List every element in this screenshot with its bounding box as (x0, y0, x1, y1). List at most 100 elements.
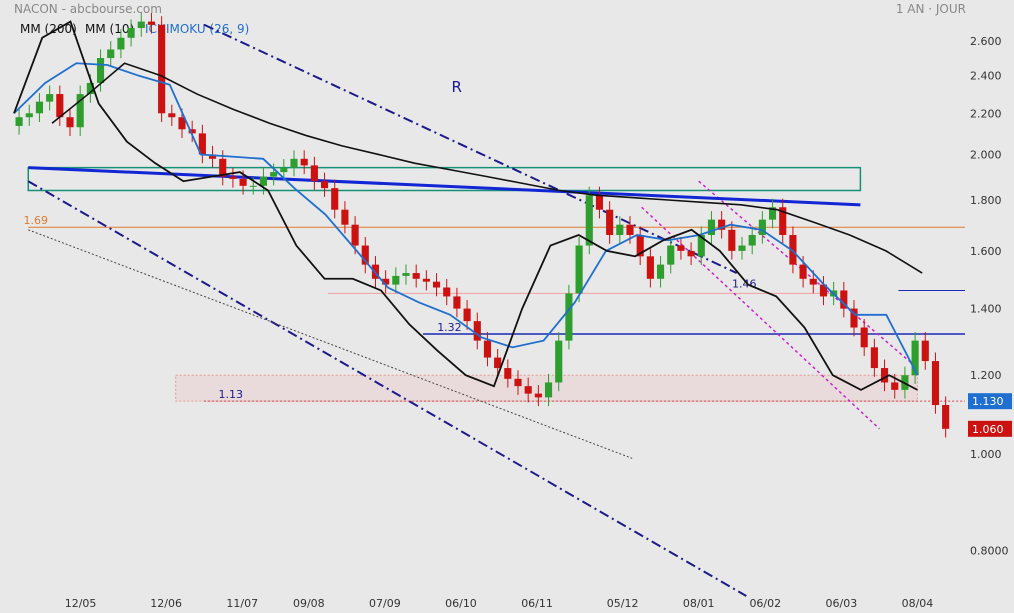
blue-trendline (28, 166, 861, 207)
candle-body-45 (473, 321, 481, 341)
resistance-zone (27, 166, 862, 192)
candle-body-63 (656, 264, 665, 279)
chart-header-left: NACON - abcbourse.com (14, 2, 162, 16)
candle-body-12 (137, 21, 145, 28)
candle-body-3 (46, 94, 54, 102)
x-tick-label-5: 06/10 (445, 597, 477, 610)
level-label-0: 1.69 (24, 214, 49, 227)
x-tick-label-7: 05/12 (607, 597, 639, 610)
candle-body-78 (809, 278, 817, 285)
y-tick-label-3: 1.400 (970, 303, 1002, 316)
candle-body-9 (107, 49, 115, 59)
candle-body-86 (891, 382, 899, 390)
x-tick-label-9: 06/02 (749, 597, 781, 610)
candle-body-49 (514, 378, 522, 387)
channel-top-line (203, 23, 738, 274)
candle-body-73 (758, 219, 766, 235)
candle-body-50 (524, 386, 532, 394)
candle-body-18 (198, 133, 206, 155)
candle-body-56 (585, 195, 593, 246)
candle-body-75 (779, 207, 787, 235)
candle-body-19 (208, 154, 217, 159)
candle-body-67 (697, 234, 705, 257)
legend-mm10: MM (10) (85, 22, 135, 36)
candle-body-14 (158, 24, 166, 114)
mm10-line (13, 20, 918, 391)
channel-bottom-line (27, 180, 747, 597)
candle-body-89 (921, 340, 929, 362)
source-label: abcbourse.com (69, 2, 162, 16)
candle-body-85 (880, 368, 889, 383)
y-tick-label-6: 2.000 (970, 148, 1002, 161)
candle-body-20 (219, 158, 227, 177)
candle-body-51 (534, 393, 542, 398)
last-price-tag-bg (968, 420, 1012, 437)
candle-body-27 (290, 158, 298, 168)
level-label-2: 1.32 (437, 321, 462, 334)
candle-body-22 (239, 178, 247, 186)
candle-body-70 (728, 229, 736, 251)
candle-body-88 (911, 340, 919, 376)
candle-body-60 (626, 224, 634, 235)
candle-body-77 (799, 264, 807, 279)
candle-body-58 (606, 209, 614, 235)
candle-body-42 (443, 287, 451, 297)
candle-body-59 (616, 224, 624, 235)
candle-body-68 (707, 219, 716, 235)
candle-body-47 (494, 357, 502, 369)
candle-body-7 (86, 82, 94, 95)
candle-body-61 (636, 234, 644, 257)
mm200-line (51, 62, 923, 274)
candle-body-76 (789, 234, 797, 265)
current-price-tag-text: 1.130 (972, 395, 1004, 408)
candle-body-23 (249, 185, 257, 187)
x-tick-label-2: 11/07 (226, 597, 258, 610)
candle-body-4 (56, 94, 64, 118)
candle-body-91 (942, 405, 950, 429)
y-tick-label-8: 2.400 (970, 70, 1002, 83)
candle-body-15 (168, 113, 176, 118)
y-tick-label-1: 1.000 (970, 448, 1002, 461)
y-tick-label-0: 0.8000 (970, 544, 1009, 557)
candle-body-8 (96, 58, 105, 83)
candle-body-44 (463, 308, 471, 322)
candle-body-13 (147, 21, 156, 25)
y-tick-label-2: 1.200 (970, 369, 1002, 382)
annotation-r: R (451, 78, 461, 96)
candle-body-34 (361, 245, 369, 265)
candle-body-10 (117, 37, 125, 50)
candle-body-83 (860, 327, 868, 348)
candle-body-30 (320, 181, 329, 189)
candle-body-40 (422, 278, 430, 282)
candle-body-90 (931, 361, 940, 406)
candle-body-52 (544, 382, 553, 398)
candle-body-1 (25, 113, 33, 118)
x-tick-label-8: 08/01 (683, 597, 715, 610)
last-price-tag-text: 1.060 (972, 423, 1004, 436)
x-tick-label-11: 08/04 (902, 597, 934, 610)
x-tick-label-1: 12/06 (150, 597, 182, 610)
x-tick-label-3: 09/08 (293, 597, 325, 610)
candle-body-62 (646, 256, 654, 279)
candle-body-21 (229, 176, 237, 179)
candle-body-71 (738, 245, 746, 251)
candle-body-82 (850, 308, 858, 328)
candle-body-55 (575, 245, 583, 294)
candle-body-16 (178, 117, 186, 130)
candle-body-0 (15, 117, 23, 126)
candle-body-24 (259, 176, 268, 186)
candle-body-29 (310, 165, 318, 182)
y-tick-label-5: 1.800 (970, 194, 1002, 207)
candle-body-79 (819, 284, 828, 297)
candle-body-17 (188, 129, 196, 134)
period-label: 1 AN · JOUR (895, 2, 966, 16)
x-tick-label-6: 06/11 (521, 597, 553, 610)
candle-body-28 (300, 158, 308, 166)
level-label-1: 1.46 (732, 277, 757, 290)
y-tick-label-7: 2.200 (970, 107, 1002, 120)
candle-body-37 (392, 275, 400, 285)
candle-body-43 (453, 296, 461, 309)
candle-body-48 (504, 368, 512, 379)
candle-body-41 (432, 281, 441, 288)
